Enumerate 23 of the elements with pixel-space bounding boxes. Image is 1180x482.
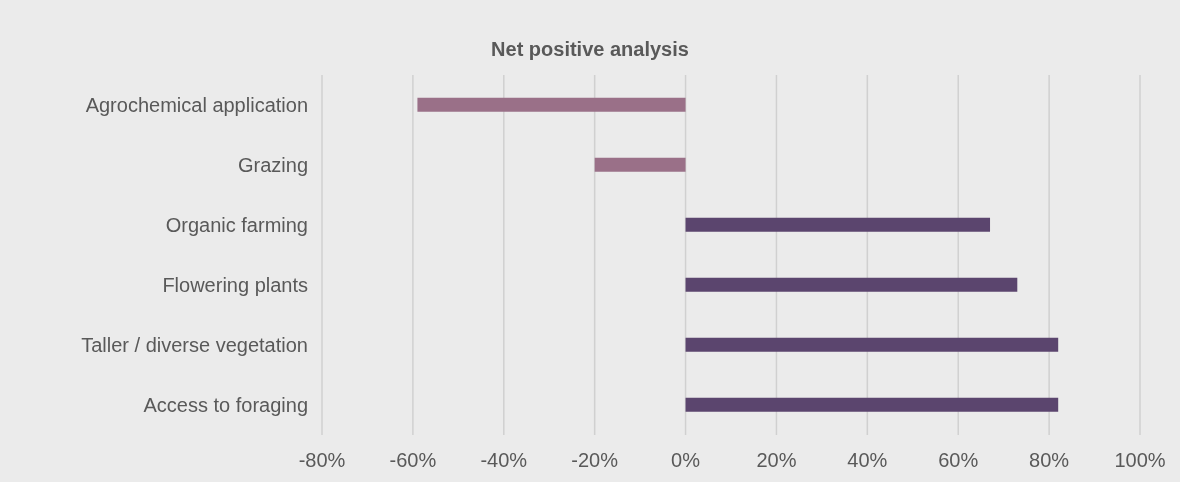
x-tick-label: -20% [571,449,619,472]
y-tick-label: Grazing [237,154,308,177]
bar [685,397,1059,412]
y-tick-label: Taller / diverse vegetation [81,334,308,357]
bar [685,217,991,232]
bar [685,277,1018,292]
x-tick-label: -60% [389,449,437,472]
y-tick-label: Access to foraging [143,394,308,417]
y-tick-label: Organic farming [165,214,308,237]
x-tick-label: -40% [480,449,528,472]
bar [685,337,1059,352]
x-tick-label: -80% [298,449,346,472]
x-tick-label: 80% [1029,449,1070,472]
y-tick-label: Agrochemical application [85,94,308,117]
x-tick-label: 0% [671,449,701,472]
x-tick-label: 20% [756,449,797,472]
chart-title: Net positive analysis [490,38,690,61]
x-tick-label: 60% [938,449,979,472]
x-tick-label: 40% [847,449,888,472]
bar [594,157,686,172]
x-tick-label: 100% [1114,449,1166,472]
bar [417,97,686,112]
y-tick-label: Flowering plants [162,274,308,297]
